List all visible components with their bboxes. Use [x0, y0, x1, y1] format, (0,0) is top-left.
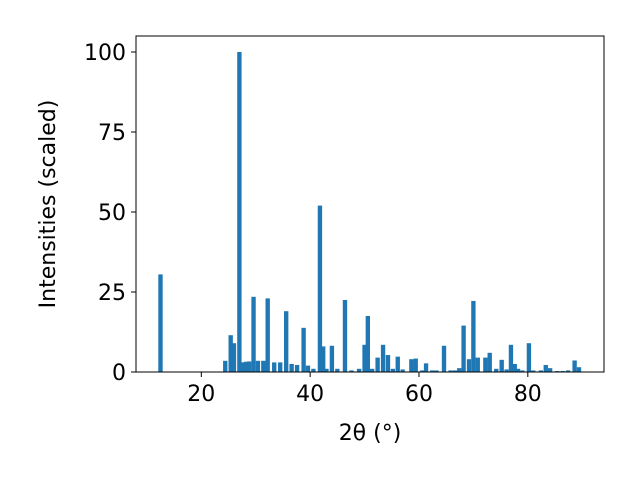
bar	[272, 362, 277, 372]
bar	[301, 327, 306, 372]
y-tick-label: 75	[98, 121, 126, 146]
bar	[284, 311, 289, 372]
bar	[457, 368, 462, 372]
bar	[441, 345, 447, 372]
bar	[278, 362, 283, 372]
bar	[342, 300, 348, 372]
bar	[385, 355, 391, 372]
bar	[247, 361, 252, 372]
bar	[335, 368, 340, 372]
y-axis-label: Intensities (scaled)	[36, 100, 61, 309]
x-tick-label: 80	[514, 382, 542, 407]
y-tick-label: 50	[98, 201, 126, 226]
bar	[395, 356, 400, 372]
bar	[515, 368, 521, 372]
bar	[429, 370, 435, 372]
bar	[228, 335, 233, 372]
plot-frame	[135, 35, 605, 373]
bar	[420, 370, 425, 372]
bar	[231, 343, 237, 372]
x-axis-ticks: 20 40 60 80	[187, 372, 542, 407]
bar	[543, 364, 548, 372]
bar	[294, 364, 300, 372]
bar	[324, 368, 329, 372]
bar	[512, 364, 517, 372]
bar	[321, 346, 326, 372]
bar	[265, 298, 270, 372]
bar	[362, 344, 367, 372]
y-axis-ticks: 0 25 50 75 100	[84, 41, 136, 386]
bar	[240, 362, 245, 372]
y-tick-label: 0	[112, 361, 126, 386]
bar	[289, 364, 294, 372]
bar	[237, 52, 242, 372]
bar	[572, 360, 577, 372]
bar	[538, 370, 544, 372]
y-tick-label: 25	[98, 281, 126, 306]
bar	[261, 360, 266, 372]
bar	[243, 361, 249, 372]
bar	[434, 370, 439, 372]
bar	[317, 205, 323, 372]
bar	[448, 370, 453, 372]
bar	[499, 359, 504, 372]
bar	[471, 300, 476, 372]
bar	[305, 365, 311, 372]
x-tick-label: 40	[296, 382, 324, 407]
bar	[504, 369, 509, 372]
x-tick-label: 20	[187, 382, 215, 407]
bar	[475, 357, 480, 372]
bar	[329, 345, 335, 372]
x-axis-label: 2θ (°)	[339, 421, 402, 446]
bar	[508, 344, 514, 372]
bar	[423, 363, 429, 372]
bar	[413, 358, 418, 372]
bar	[483, 357, 488, 372]
bar	[365, 316, 370, 372]
bar	[349, 370, 354, 372]
bar	[520, 370, 525, 372]
bar	[370, 368, 375, 372]
bar	[466, 359, 472, 372]
bar	[390, 368, 396, 372]
bar	[251, 296, 256, 372]
bar	[375, 357, 380, 372]
x-tick-label: 60	[405, 382, 433, 407]
bar	[409, 359, 414, 372]
bar	[576, 367, 582, 372]
bar	[531, 370, 536, 372]
bar	[565, 370, 571, 372]
bar	[487, 352, 492, 372]
bar	[380, 344, 386, 372]
bar	[223, 360, 228, 372]
bar	[356, 368, 362, 372]
bar	[255, 360, 261, 372]
bar	[547, 368, 553, 372]
bar	[494, 368, 499, 372]
bar	[461, 325, 466, 372]
bar	[526, 343, 532, 372]
bar-series	[158, 52, 582, 372]
bar	[158, 274, 163, 372]
bar	[400, 369, 405, 372]
y-tick-label: 100	[84, 41, 126, 66]
bar	[452, 370, 458, 372]
bar	[311, 368, 316, 372]
